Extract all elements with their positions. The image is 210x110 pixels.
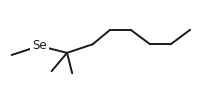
Text: Se: Se <box>32 39 47 52</box>
